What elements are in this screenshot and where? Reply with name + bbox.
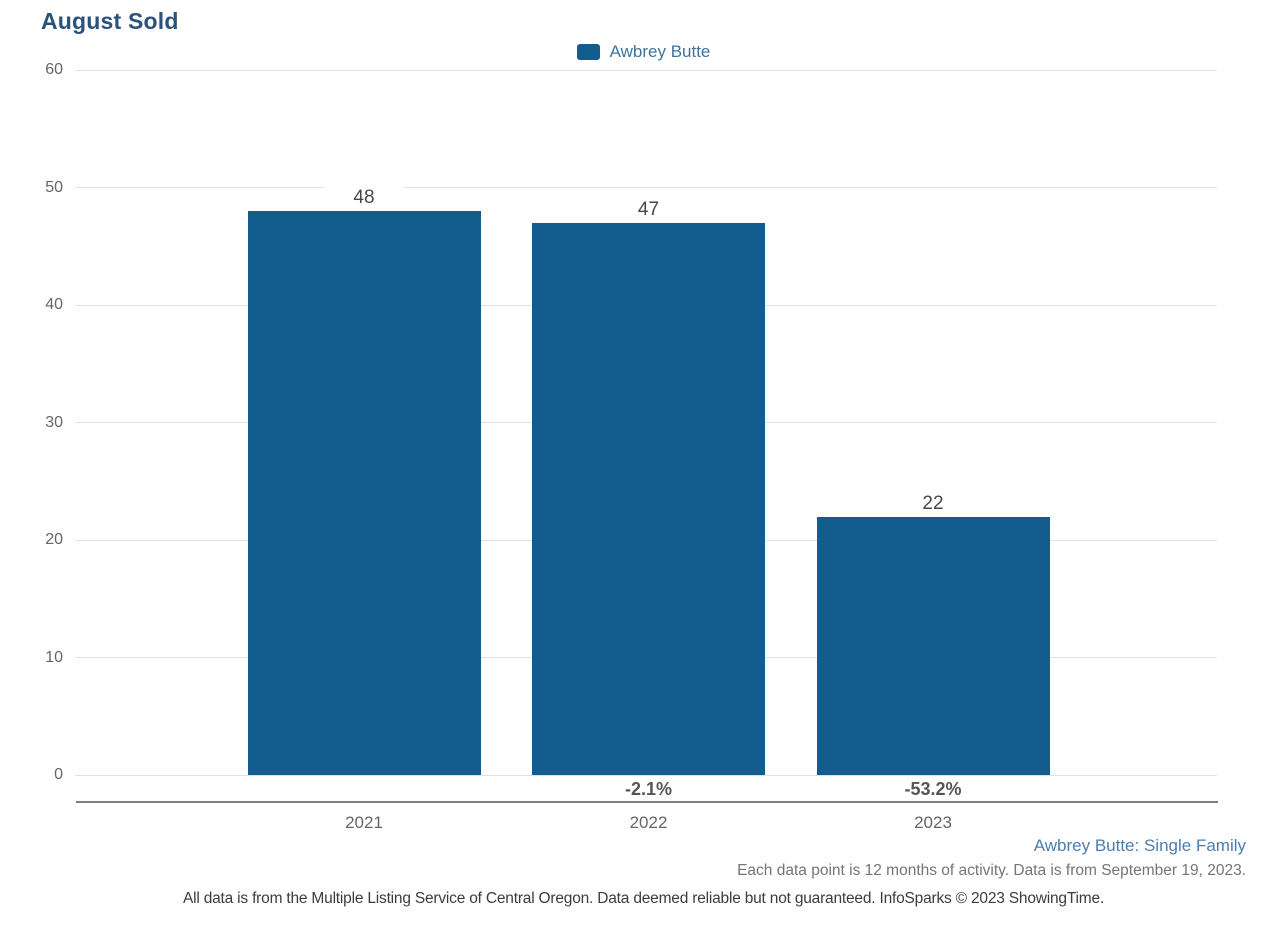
y-tick-label-50: 50 xyxy=(45,178,63,196)
y-tick-label-0: 0 xyxy=(54,766,63,783)
x-tick-label-2021: 2021 xyxy=(345,813,383,832)
legend[interactable]: Awbrey Butte xyxy=(0,40,1287,64)
legend-label[interactable]: Awbrey Butte xyxy=(609,42,711,61)
y-tick-label-30: 30 xyxy=(45,413,63,431)
x-tick-label-2022: 2022 xyxy=(629,813,668,832)
x-tick-label-2023: 2023 xyxy=(914,813,952,832)
x-axis-line xyxy=(76,801,1218,803)
chart-title: August Sold xyxy=(41,8,179,34)
bar-value-label-2022: 47 xyxy=(608,198,689,221)
bar-2022[interactable] xyxy=(532,222,765,775)
footer-series-context: Awbrey Butte: Single Family xyxy=(1033,836,1246,855)
bar-2023[interactable] xyxy=(816,516,1050,775)
bar-value-label-2021: 48 xyxy=(324,187,404,209)
footer-disclaimer: All data is from the Multiple Listing Se… xyxy=(182,890,1105,907)
footer-data-note: Each data point is 12 months of activity… xyxy=(737,862,1246,879)
gridline-y50 xyxy=(75,187,1217,188)
gridline-y0 xyxy=(75,774,1217,776)
bar-value-label-2023: 22 xyxy=(893,492,973,515)
y-tick-label-60: 60 xyxy=(45,61,63,78)
bar-2021[interactable] xyxy=(247,211,481,775)
bar-pct-label-2023: -53.2% xyxy=(904,779,962,799)
bar-pct-label-2022: -2.1% xyxy=(624,779,673,799)
gridline-y60 xyxy=(75,69,1217,71)
y-tick-label-20: 20 xyxy=(45,531,63,548)
y-tick-label-10: 10 xyxy=(45,648,63,666)
y-tick-label-40: 40 xyxy=(45,296,63,313)
legend-swatch[interactable] xyxy=(576,44,600,60)
